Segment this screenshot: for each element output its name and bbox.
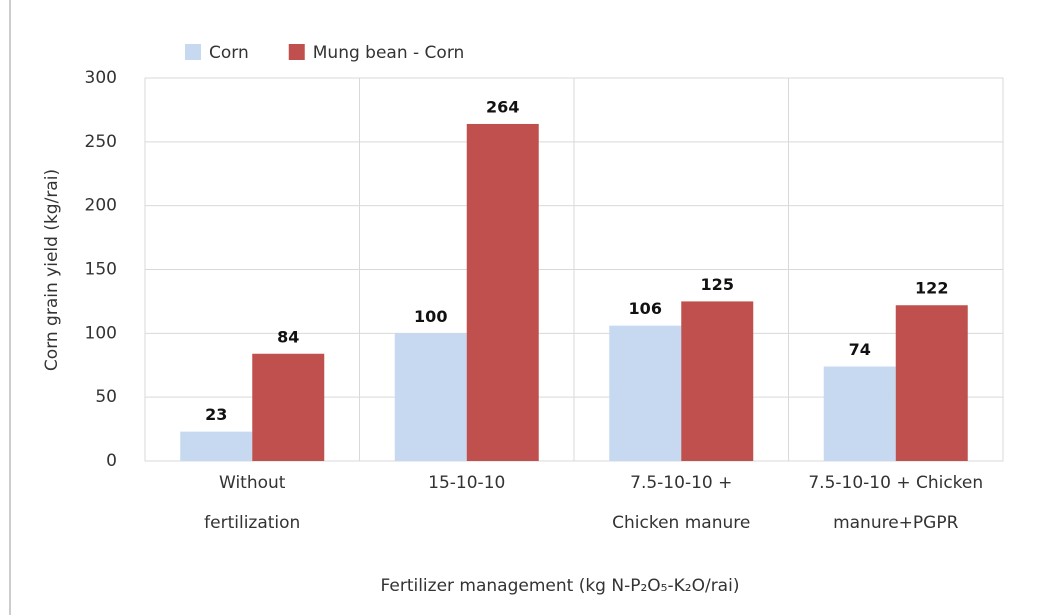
y-tick-label: 250 bbox=[85, 132, 117, 152]
y-tick-label: 300 bbox=[85, 68, 117, 88]
bar bbox=[394, 333, 467, 461]
bar bbox=[180, 431, 253, 461]
bar bbox=[895, 305, 968, 461]
bar bbox=[609, 325, 682, 461]
legend-label: Corn bbox=[209, 43, 249, 63]
value-label: 122 bbox=[915, 279, 948, 298]
bar bbox=[466, 123, 539, 462]
value-label: 100 bbox=[414, 307, 447, 326]
x-tick-label: 15-10-10 bbox=[428, 473, 505, 493]
legend-swatch bbox=[185, 44, 201, 60]
bar bbox=[823, 366, 896, 461]
y-tick-label: 0 bbox=[106, 451, 117, 471]
x-tick-label: 7.5-10-10 + Chicken bbox=[808, 473, 983, 493]
plot-border bbox=[144, 77, 1004, 462]
y-tick-label: 200 bbox=[85, 196, 117, 216]
y-axis-label: Corn grain yield (kg/rai) bbox=[42, 169, 62, 371]
x-tick-label: manure+PGPR bbox=[833, 513, 959, 533]
y-tick-label: 50 bbox=[95, 387, 117, 407]
bar bbox=[681, 301, 754, 461]
bar bbox=[252, 353, 325, 461]
value-label: 74 bbox=[849, 340, 871, 359]
value-label: 125 bbox=[701, 275, 734, 294]
x-axis-label: Fertilizer management (kg N-P₂O₅-K₂O/rai… bbox=[381, 576, 740, 596]
value-label: 264 bbox=[486, 97, 519, 116]
value-label: 84 bbox=[277, 327, 299, 346]
x-tick-label: Chicken manure bbox=[612, 513, 750, 533]
y-tick-label: 100 bbox=[85, 323, 117, 343]
x-tick-label: Without bbox=[219, 473, 286, 493]
x-tick-label: fertilization bbox=[204, 513, 300, 533]
y-tick-label: 150 bbox=[85, 260, 117, 280]
legend-label: Mung bean - Corn bbox=[313, 43, 465, 63]
value-label: 23 bbox=[205, 405, 227, 424]
legend-swatch bbox=[288, 44, 305, 60]
x-tick-label: 7.5-10-10 + bbox=[630, 473, 732, 493]
value-label: 106 bbox=[629, 299, 662, 318]
